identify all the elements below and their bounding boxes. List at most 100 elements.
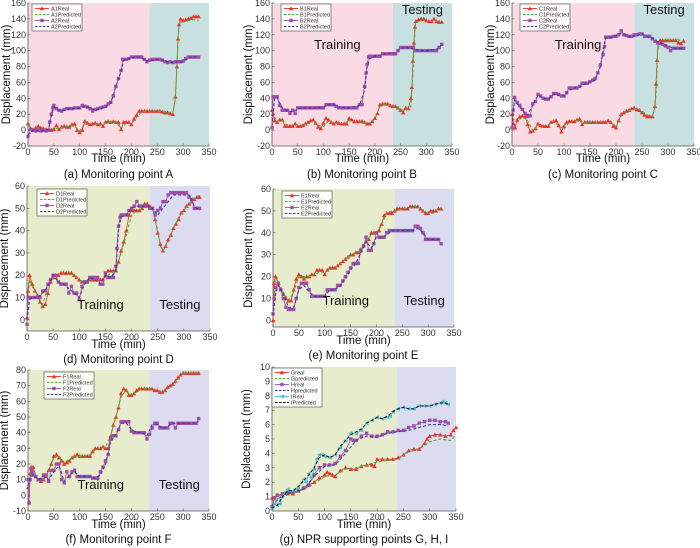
x-tick-label: 50 <box>533 147 543 157</box>
data-point <box>551 91 556 96</box>
data-point <box>134 55 139 59</box>
data-point <box>129 206 134 211</box>
data-point <box>46 479 51 483</box>
data-point <box>515 117 520 122</box>
data-point <box>396 428 400 433</box>
x-tick-label: 200 <box>124 147 139 157</box>
data-point <box>39 477 43 482</box>
series-line <box>272 205 442 302</box>
x-tick-label: 100 <box>316 147 331 157</box>
data-point <box>438 400 442 406</box>
data-point <box>290 123 295 128</box>
data-point <box>512 125 518 130</box>
data-point <box>632 33 636 37</box>
data-point <box>431 16 437 21</box>
y-tick-label: 50 <box>261 206 271 216</box>
x-tick-label: 0 <box>25 512 30 522</box>
data-point <box>272 95 277 99</box>
data-point <box>101 105 105 109</box>
data-point <box>603 35 608 39</box>
data-point <box>80 474 84 479</box>
data-point <box>103 104 108 108</box>
data-point <box>329 102 333 107</box>
data-point <box>637 32 642 36</box>
data-point <box>432 402 437 407</box>
legend-marker <box>40 18 44 23</box>
y-tick-label: 100 <box>495 46 510 56</box>
x-tick-label: 50 <box>49 147 59 157</box>
data-point <box>43 289 47 293</box>
data-point <box>406 448 411 453</box>
data-point <box>577 116 582 121</box>
y-tick-label: 80 <box>16 62 26 72</box>
data-point <box>614 34 618 39</box>
data-point <box>160 426 165 430</box>
x-tick-label: 150 <box>343 512 358 522</box>
data-point <box>546 123 551 128</box>
data-point <box>515 100 519 105</box>
data-point <box>165 426 170 430</box>
y-tick-label: -10 <box>13 506 26 516</box>
data-point <box>291 287 296 292</box>
panel-d: 0 50 100 150 200 250 300 350 0 10 20 30 40 50 60 Traini… <box>0 181 218 366</box>
data-point <box>288 111 292 116</box>
x-tick-label: 50 <box>294 328 304 338</box>
data-point <box>301 106 305 110</box>
data-point <box>157 108 163 113</box>
data-point <box>176 190 181 195</box>
data-point <box>145 60 149 64</box>
data-point <box>118 215 122 219</box>
data-point <box>385 430 390 434</box>
data-point <box>611 34 616 39</box>
data-point <box>74 452 80 457</box>
data-point <box>356 261 361 266</box>
series-d1predicted <box>26 194 200 314</box>
series-line <box>271 424 449 506</box>
data-point <box>106 275 110 280</box>
data-point <box>65 470 69 474</box>
data-point <box>453 425 459 430</box>
data-point <box>327 471 333 476</box>
data-point <box>96 106 100 111</box>
series-ipredicted <box>271 402 449 509</box>
legend-marker <box>51 374 57 379</box>
legend-marker <box>279 394 284 399</box>
data-point <box>59 458 64 463</box>
data-point <box>166 193 170 197</box>
data-point <box>296 485 301 491</box>
data-point <box>129 122 134 127</box>
data-point <box>160 109 165 114</box>
data-point <box>197 206 202 211</box>
data-point <box>315 294 319 299</box>
data-point <box>321 120 326 125</box>
data-point <box>317 452 322 458</box>
data-point <box>56 455 62 460</box>
x-tick-label: 0 <box>509 147 514 157</box>
data-point <box>54 273 58 277</box>
data-point <box>87 453 93 458</box>
data-point <box>158 206 163 211</box>
series-c2predicted <box>511 32 684 127</box>
data-point <box>129 429 134 433</box>
x-tick-label: 50 <box>293 512 303 522</box>
data-point <box>67 124 72 129</box>
legend-label: C2Real <box>539 19 557 25</box>
data-point <box>344 106 349 110</box>
y-tick-label: 40 <box>16 93 26 103</box>
data-point <box>168 60 172 64</box>
data-point <box>72 468 77 472</box>
legend-box <box>271 367 323 408</box>
data-point <box>318 126 324 131</box>
data-point <box>619 29 623 33</box>
x-tick-label: 50 <box>49 512 59 522</box>
data-point <box>580 81 584 85</box>
data-point <box>85 280 89 284</box>
data-point <box>648 34 652 39</box>
data-point <box>616 33 621 37</box>
data-point <box>182 190 186 195</box>
data-point <box>187 195 191 199</box>
x-tick-label: 350 <box>446 328 461 338</box>
data-point <box>317 466 322 470</box>
